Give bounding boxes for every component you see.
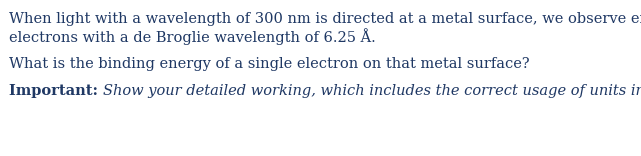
- Text: electrons with a de Broglie wavelength of 6.25 Å.: electrons with a de Broglie wavelength o…: [9, 28, 376, 45]
- Text: Important:: Important:: [9, 84, 103, 98]
- Text: Show your detailed working, which includes the correct usage of units in each st: Show your detailed working, which includ…: [103, 84, 641, 98]
- Text: When light with a wavelength of 300 nm is directed at a metal surface, we observ: When light with a wavelength of 300 nm i…: [9, 12, 641, 26]
- Text: What is the binding energy of a single electron on that metal surface?: What is the binding energy of a single e…: [9, 57, 529, 71]
